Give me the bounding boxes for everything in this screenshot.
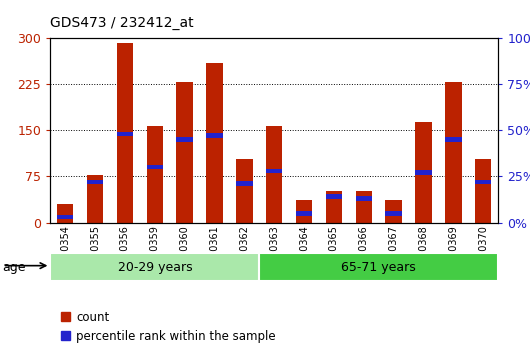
Bar xyxy=(266,126,282,223)
Bar xyxy=(57,204,74,223)
Bar xyxy=(206,62,223,223)
Bar xyxy=(475,159,491,223)
Bar xyxy=(259,253,498,281)
Bar xyxy=(296,200,312,223)
Bar xyxy=(326,190,342,223)
Bar xyxy=(445,82,462,223)
Bar xyxy=(117,43,133,223)
Bar xyxy=(236,181,253,186)
Bar xyxy=(266,169,282,173)
Bar xyxy=(57,215,74,219)
Bar xyxy=(236,159,253,223)
Bar xyxy=(176,82,193,223)
Text: 20-29 years: 20-29 years xyxy=(118,260,192,274)
Bar xyxy=(445,137,462,142)
Bar xyxy=(206,134,223,138)
Bar xyxy=(87,175,103,223)
Bar xyxy=(416,122,432,223)
Bar xyxy=(385,211,402,216)
Bar xyxy=(87,180,103,184)
Bar xyxy=(147,165,163,169)
Bar xyxy=(117,132,133,136)
Bar xyxy=(356,190,372,223)
Bar xyxy=(147,126,163,223)
Bar xyxy=(385,200,402,223)
Text: 65-71 years: 65-71 years xyxy=(341,260,416,274)
Bar xyxy=(356,196,372,201)
Bar xyxy=(326,194,342,199)
Legend: count, percentile rank within the sample: count, percentile rank within the sample xyxy=(56,306,281,345)
Text: age: age xyxy=(3,261,26,274)
Bar xyxy=(296,211,312,216)
Bar xyxy=(50,253,259,281)
Text: GDS473 / 232412_at: GDS473 / 232412_at xyxy=(50,16,194,30)
Bar xyxy=(416,170,432,175)
Bar xyxy=(176,137,193,142)
Bar xyxy=(475,180,491,184)
